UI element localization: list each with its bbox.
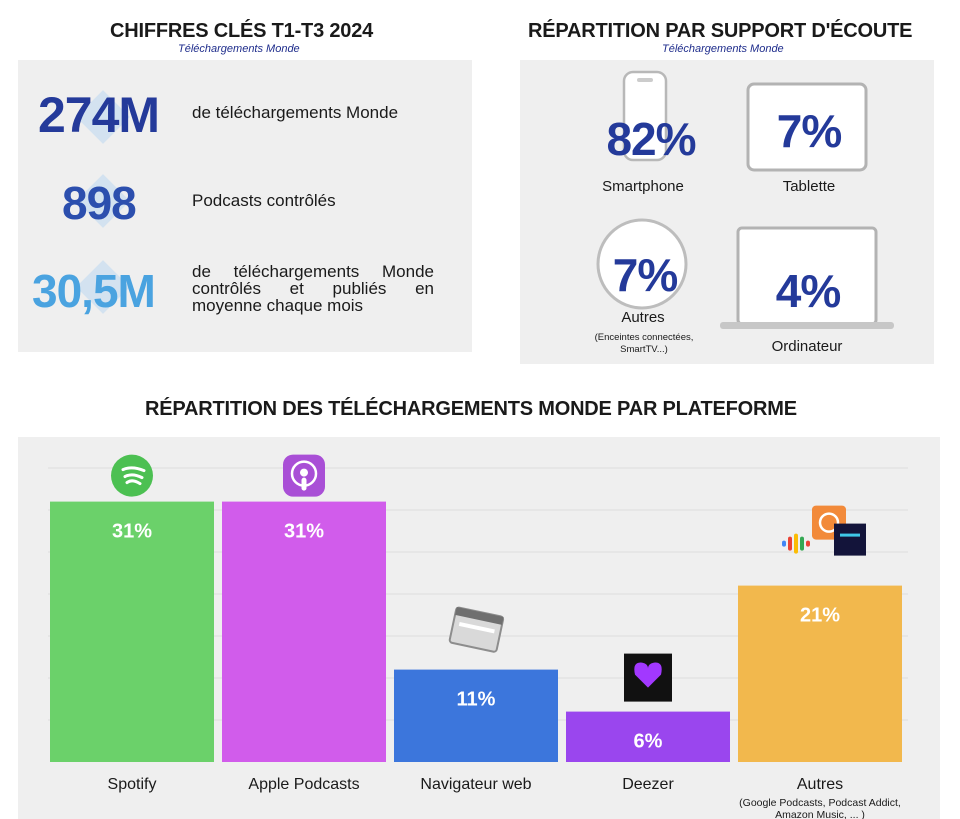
key-figure-text: Podcasts contrôlés [192,191,336,210]
key-figure-text: de téléchargements Monde [192,103,399,122]
category-label: Apple Podcasts [248,776,359,793]
device-pct: 4% [775,265,841,317]
device-tile-smartphone [590,68,700,198]
device-label: Smartphone [602,178,684,195]
key-figures-title: CHIFFRES CLÉS T1-T3 2024 [110,20,374,42]
bar [394,669,558,762]
category-label: Spotify [108,776,157,793]
key-figure-text: de téléchargements Monde contrôlés et pu… [192,262,434,315]
device-label: Tablette [782,178,836,195]
support-subtitle: Téléchargements Monde [662,43,784,55]
category-note: Amazon Music, ... ) [775,809,865,819]
laptop-icon [720,226,894,329]
key-figure-row: 274M de téléchargements Monde [18,78,470,148]
bar-value-label: 11% [457,689,496,711]
browser-icon [448,606,505,653]
tablet-icon [746,82,868,172]
deezer-icon [624,653,672,702]
bar [566,711,730,762]
bar [50,501,214,762]
category-label: Navigateur web [420,776,531,793]
spotify-icon [111,454,153,497]
key-figure-value: 30,5M [32,265,156,317]
key-figure-value: 274M [38,87,160,143]
device-label: Ordinateur [771,338,843,355]
bar-value-label: 31% [112,521,152,543]
device-pct: 7% [776,105,842,157]
key-figure-row: 30,5M de téléchargements Monde contrôlés… [18,250,470,320]
apple-podcasts-icon [283,454,325,497]
bar [738,585,902,762]
platform-bar-chart: 31% Spotify 31% Apple Podcasts 11% Navigateur… [48,454,908,819]
other-apps-icon [782,505,866,556]
key-figure-value: 898 [62,177,137,229]
platforms-title: RÉPARTITION DES TÉLÉCHARGEMENTS MONDE PA… [145,398,797,420]
bar-value-label: 21% [800,605,840,627]
category-label: Autres [797,776,843,793]
smartphone-icon [622,70,668,162]
bar [222,501,386,762]
category-label: Deezer [622,776,674,793]
device-pct: 82% [606,113,696,165]
bar-value-label: 6% [634,731,663,753]
bar-value-label: 31% [284,521,324,543]
category-note: (Google Podcasts, Podcast Addict, [739,797,901,809]
key-figures-subtitle: Téléchargements Monde [178,43,300,55]
platform-chart-panel: 31% Spotify 31% Apple Podcasts 11% Navigateur… [18,437,940,819]
device-note: (Enceintes connectées, SmartTV...) [594,332,694,355]
support-panel: 82% Smartphone 7% Tablette 7% Autres (En… [520,60,934,364]
device-label: Autres [621,309,665,326]
support-title: RÉPARTITION PAR SUPPORT D'ÉCOUTE [528,20,913,42]
key-figure-row: 898 Podcasts contrôlés [18,168,470,238]
speaker-icon [596,218,688,310]
key-figures-panel: 274M de téléchargements Monde 898 Podcas… [18,60,472,352]
device-pct: 7% [612,249,678,301]
